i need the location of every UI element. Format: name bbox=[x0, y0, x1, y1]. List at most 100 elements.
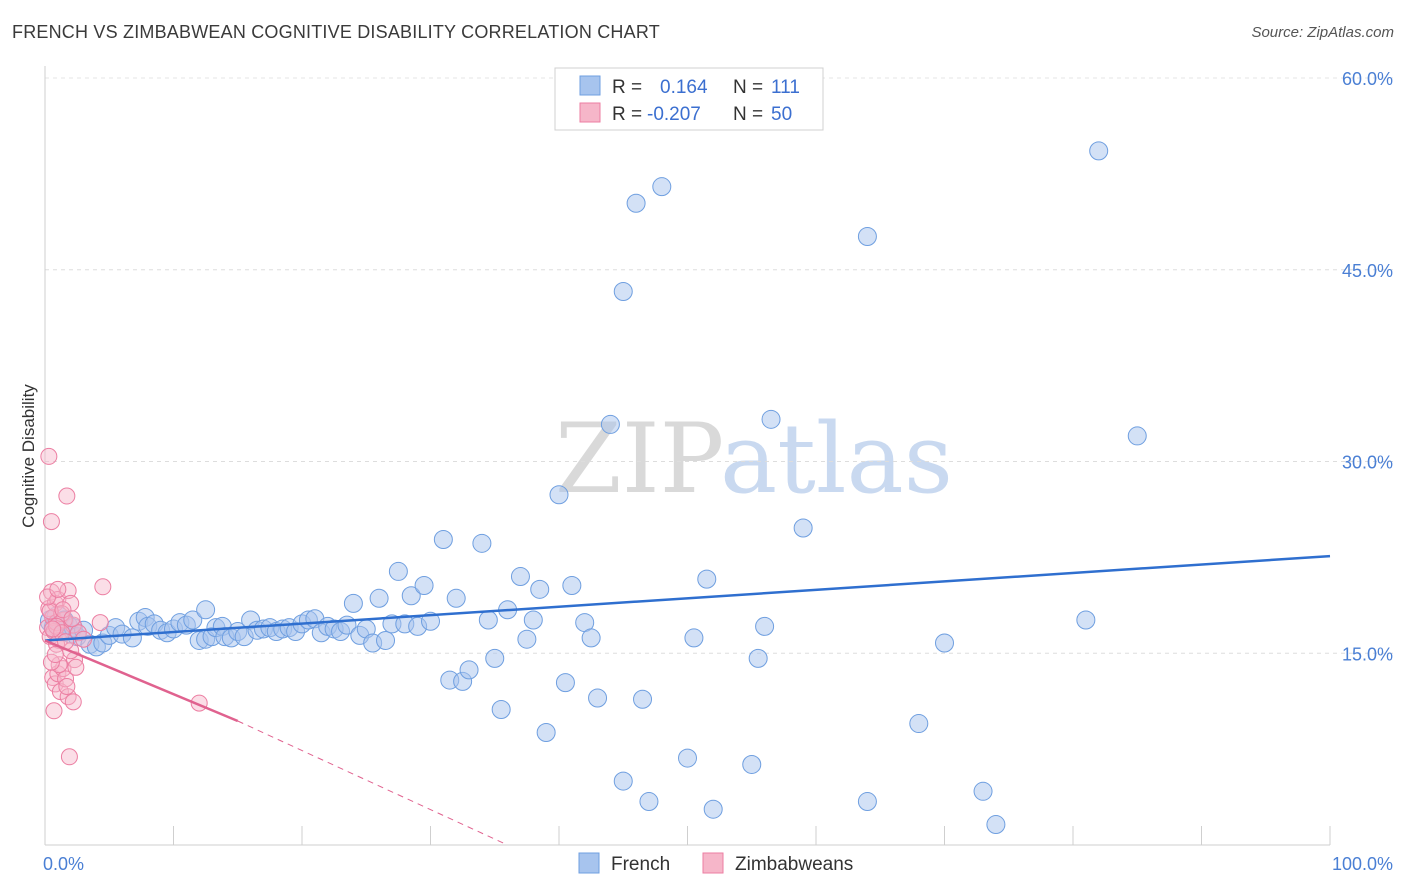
french-point bbox=[343, 593, 363, 613]
zimbabwean-point bbox=[49, 580, 67, 598]
french-point bbox=[703, 799, 723, 819]
source-label: Source: ZipAtlas.com bbox=[1251, 24, 1394, 41]
x-tick-label-0: 0.0% bbox=[43, 854, 84, 874]
french-point bbox=[600, 414, 620, 434]
zimbabwean-point bbox=[44, 620, 62, 638]
french-point bbox=[510, 567, 530, 587]
legend-french-r-label: R = bbox=[612, 77, 642, 98]
french-point bbox=[761, 409, 781, 429]
legend-zim-n-label: N = bbox=[733, 104, 763, 125]
x-tick-label-100: 100.0% bbox=[1332, 854, 1393, 874]
french-point bbox=[517, 629, 537, 649]
french-point bbox=[755, 616, 775, 636]
french-point bbox=[562, 575, 582, 595]
french-point bbox=[748, 648, 768, 668]
french-point bbox=[549, 485, 569, 505]
trend-lines bbox=[44, 554, 1331, 846]
french-point bbox=[742, 754, 762, 774]
french-point bbox=[414, 575, 434, 595]
bottom-legend-french-swatch bbox=[578, 852, 600, 874]
french-point bbox=[530, 579, 550, 599]
french-points bbox=[39, 141, 1147, 835]
french-point bbox=[491, 699, 511, 719]
zimbabwean-point bbox=[94, 578, 112, 596]
french-point bbox=[555, 673, 575, 693]
french-point bbox=[793, 518, 813, 538]
french-point bbox=[433, 529, 453, 549]
top-legend: R = 0.164 N = 111 R = -0.207 N = 50 bbox=[554, 67, 824, 131]
french-point bbox=[485, 648, 505, 668]
legend-zim-swatch bbox=[579, 102, 601, 123]
zimbabwean-point bbox=[63, 610, 81, 628]
french-point bbox=[523, 610, 543, 630]
bottom-legend-french-label: French bbox=[611, 854, 670, 875]
french-point bbox=[639, 792, 659, 812]
french-point bbox=[446, 588, 466, 608]
french-point bbox=[697, 569, 717, 589]
french-point bbox=[613, 771, 633, 791]
zimbabwean-point bbox=[64, 693, 82, 711]
legend-french-n-value: 111 bbox=[771, 77, 800, 98]
french-trend-line bbox=[44, 554, 1331, 642]
legend-french-swatch bbox=[579, 75, 601, 96]
bottom-legend-zim-label: Zimbabweans bbox=[735, 854, 853, 875]
french-point bbox=[536, 723, 556, 743]
zimbabwean-point bbox=[42, 653, 60, 671]
zimbabwean-trend-extension bbox=[237, 720, 508, 846]
french-point bbox=[421, 611, 440, 631]
french-point bbox=[376, 630, 396, 650]
chart-title: FRENCH VS ZIMBABWEAN COGNITIVE DISABILIT… bbox=[12, 22, 660, 42]
zimbabwean-point bbox=[46, 646, 64, 664]
zimbabwean-trend-line bbox=[44, 639, 239, 723]
axes bbox=[44, 66, 1331, 846]
french-point bbox=[935, 633, 954, 653]
zimbabwean-point bbox=[58, 677, 76, 695]
french-point bbox=[369, 588, 389, 608]
zimbabwean-points bbox=[39, 447, 208, 766]
french-point bbox=[857, 792, 877, 812]
french-point bbox=[388, 561, 408, 581]
bottom-legend-zim-swatch bbox=[702, 852, 724, 874]
french-point bbox=[633, 689, 653, 709]
french-point bbox=[1076, 610, 1096, 630]
french-point bbox=[459, 660, 479, 680]
zimbabwean-point bbox=[53, 624, 71, 642]
zimbabwean-point bbox=[58, 487, 76, 505]
french-point bbox=[684, 628, 704, 648]
gridlines bbox=[45, 77, 1393, 654]
french-point bbox=[122, 628, 142, 648]
zimbabwean-point bbox=[45, 702, 63, 720]
legend-zim-n-value: 50 bbox=[771, 104, 792, 125]
french-point bbox=[986, 815, 1006, 835]
y-tick-label-15: 15.0% bbox=[1342, 644, 1393, 664]
french-point bbox=[909, 714, 929, 734]
french-point bbox=[678, 748, 697, 768]
zimbabwean-point bbox=[54, 601, 72, 619]
french-point bbox=[626, 193, 646, 213]
y-tick-label-45: 45.0% bbox=[1342, 261, 1393, 281]
legend-zim-r-label: R = bbox=[612, 104, 642, 125]
y-tick-label-60: 60.0% bbox=[1342, 69, 1393, 89]
zimbabwean-point bbox=[42, 513, 60, 531]
legend-zim-r-value: -0.207 bbox=[647, 104, 701, 125]
zimbabwean-point bbox=[91, 614, 109, 632]
french-point bbox=[581, 628, 601, 648]
french-point bbox=[196, 600, 216, 620]
watermark-atlas: atlas bbox=[720, 403, 953, 515]
zimbabwean-point bbox=[67, 658, 85, 676]
zimbabwean-point bbox=[40, 447, 58, 465]
legend-french-r-value: 0.164 bbox=[660, 77, 708, 98]
french-point bbox=[472, 533, 492, 553]
french-point bbox=[183, 610, 203, 630]
french-point bbox=[478, 610, 498, 630]
french-point bbox=[857, 227, 877, 247]
french-point bbox=[973, 781, 993, 801]
french-point bbox=[588, 688, 608, 708]
french-point bbox=[613, 281, 633, 301]
french-point bbox=[1089, 141, 1109, 161]
zimbabwean-point bbox=[41, 602, 59, 620]
legend-french-n-label: N = bbox=[733, 77, 763, 98]
french-point bbox=[401, 586, 421, 606]
french-point bbox=[652, 177, 672, 197]
